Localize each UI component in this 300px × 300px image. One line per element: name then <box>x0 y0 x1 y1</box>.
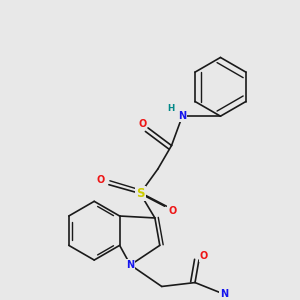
Text: N: N <box>220 289 228 299</box>
Text: O: O <box>200 251 208 261</box>
Text: O: O <box>168 206 177 216</box>
Text: H: H <box>167 104 174 113</box>
Text: O: O <box>138 119 146 129</box>
Text: S: S <box>136 187 145 200</box>
Text: O: O <box>97 175 105 185</box>
Text: N: N <box>126 260 134 270</box>
Text: N: N <box>178 111 186 121</box>
